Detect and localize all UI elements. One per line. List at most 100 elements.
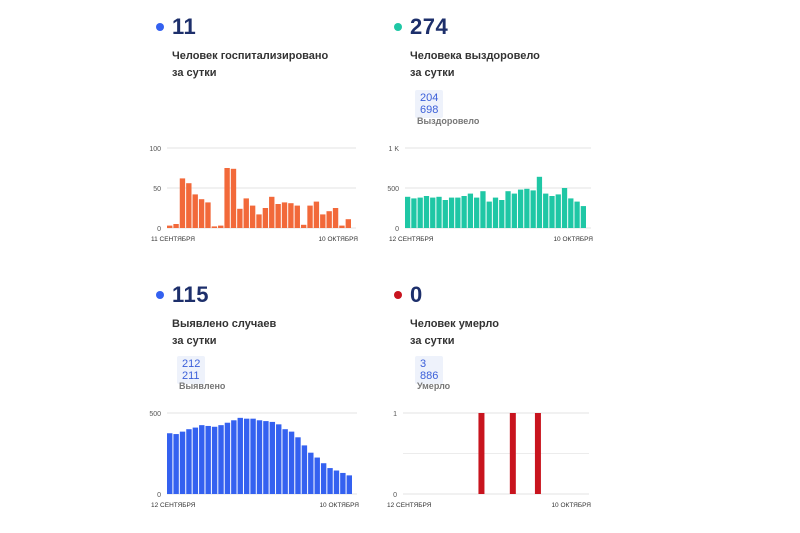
hospitalized-dot-icon: [156, 23, 164, 31]
deaths-value: 0: [410, 282, 423, 307]
cases-total-label: Выявлено: [179, 381, 226, 391]
chart-bar: [198, 199, 205, 228]
chart-bar: [243, 198, 249, 228]
chart-bar: [580, 206, 586, 228]
chart-bar: [288, 203, 294, 228]
chart-bar: [555, 194, 561, 228]
chart-bar: [192, 194, 198, 228]
chart-bar: [256, 420, 263, 494]
chart-bar: [275, 204, 281, 228]
chart-bar: [173, 434, 179, 494]
hospitalized-chart: 100 50 0 11 СЕНТЯБРЯ 10 ОКТЯБРЯ: [149, 146, 358, 243]
chart-bar: [417, 197, 423, 228]
chart-bar: [224, 168, 230, 228]
chart-bar: [320, 214, 326, 228]
chart-bar: [543, 193, 549, 228]
x-start-label: 12 СЕНТЯБРЯ: [387, 502, 432, 509]
chart-bar: [423, 196, 430, 228]
chart-bar: [478, 413, 485, 494]
y-tick-label: 0: [157, 226, 161, 233]
chart-bar: [524, 188, 530, 228]
cases-caption-line1: Выявлено случаев: [172, 318, 277, 330]
y-tick-label: 500: [387, 186, 399, 193]
deaths-caption-line1: Человек умерло: [410, 318, 499, 330]
chart-bar: [199, 425, 205, 494]
recovered-caption-line2: за сутки: [410, 67, 455, 79]
chart-bar: [405, 196, 411, 228]
chart-bar: [492, 197, 499, 228]
chart-bar: [262, 208, 269, 228]
chart-bar: [186, 183, 192, 228]
chart-bar: [561, 188, 568, 228]
chart-bar: [461, 196, 467, 228]
chart-bar: [281, 202, 288, 228]
chart-bar: [231, 420, 237, 494]
chart-bar: [332, 208, 339, 228]
chart-bar: [339, 225, 345, 228]
chart-bar: [179, 431, 186, 494]
x-end-label: 10 ОКТЯБРЯ: [318, 236, 358, 243]
chart-bar: [167, 225, 173, 228]
chart-bar: [411, 198, 417, 228]
chart-bar: [230, 168, 237, 228]
chart-bar: [276, 424, 282, 494]
x-start-label: 12 СЕНТЯБРЯ: [389, 236, 434, 243]
y-tick-label: 500: [149, 411, 161, 418]
chart-bar: [574, 201, 580, 228]
chart-bar: [467, 193, 474, 228]
chart-bar: [295, 437, 301, 494]
cases-caption-line2: за сутки: [172, 335, 217, 347]
chart-bar: [243, 418, 250, 494]
chart-bar: [263, 421, 269, 494]
chart-bar: [307, 205, 313, 228]
chart-bar: [505, 191, 511, 228]
chart-bar: [486, 201, 492, 228]
chart-bar: [517, 189, 524, 228]
deaths-dot-icon: [394, 291, 402, 299]
chart-bar: [455, 197, 461, 228]
chart-bar: [269, 421, 276, 494]
chart-bar: [530, 190, 536, 228]
chart-bar: [442, 200, 448, 228]
chart-bar: [218, 425, 224, 494]
chart-bar: [314, 457, 320, 494]
chart-bar: [436, 196, 442, 228]
chart-bar: [430, 197, 436, 228]
deaths-caption-line2: за сутки: [410, 335, 455, 347]
chart-bar: [218, 225, 224, 228]
chart-bar: [167, 433, 173, 494]
chart-bar: [308, 452, 314, 494]
recovered-chart: 1 K 500 0 12 СЕНТЯБРЯ 10 ОКТЯБРЯ: [387, 146, 593, 243]
chart-bar: [205, 202, 211, 228]
chart-bar: [549, 196, 555, 228]
chart-bar: [327, 468, 333, 494]
chart-bar: [448, 197, 455, 228]
chart-bar: [536, 176, 543, 228]
deaths-total-label: Умерло: [417, 381, 451, 391]
chart-bar: [313, 201, 320, 228]
chart-bar: [173, 224, 179, 228]
y-tick-label: 1 K: [388, 146, 399, 153]
y-tick-label: 1: [393, 411, 397, 418]
chart-bar: [499, 200, 505, 228]
hospitalized-caption-line2: за сутки: [172, 67, 217, 79]
chart-bar: [211, 226, 218, 228]
chart-bar: [294, 205, 300, 228]
chart-bar: [480, 191, 486, 228]
chart-bar: [333, 470, 340, 494]
hospitalized-value: 11: [172, 14, 197, 39]
x-start-label: 11 СЕНТЯБРЯ: [151, 236, 195, 243]
chart-bar: [186, 429, 192, 494]
chart-bar: [300, 224, 307, 228]
chart-bar: [474, 197, 480, 228]
chart-bar: [237, 208, 243, 228]
chart-bar: [320, 463, 327, 494]
cases-dot-icon: [156, 291, 164, 299]
chart-bar: [205, 425, 211, 494]
recovered-value: 274: [410, 14, 449, 39]
chart-bar: [288, 431, 295, 494]
chart-bar: [511, 193, 517, 228]
chart-bar: [282, 429, 288, 494]
deaths-total-badge: 3 886: [415, 356, 444, 384]
chart-bar: [256, 214, 262, 228]
